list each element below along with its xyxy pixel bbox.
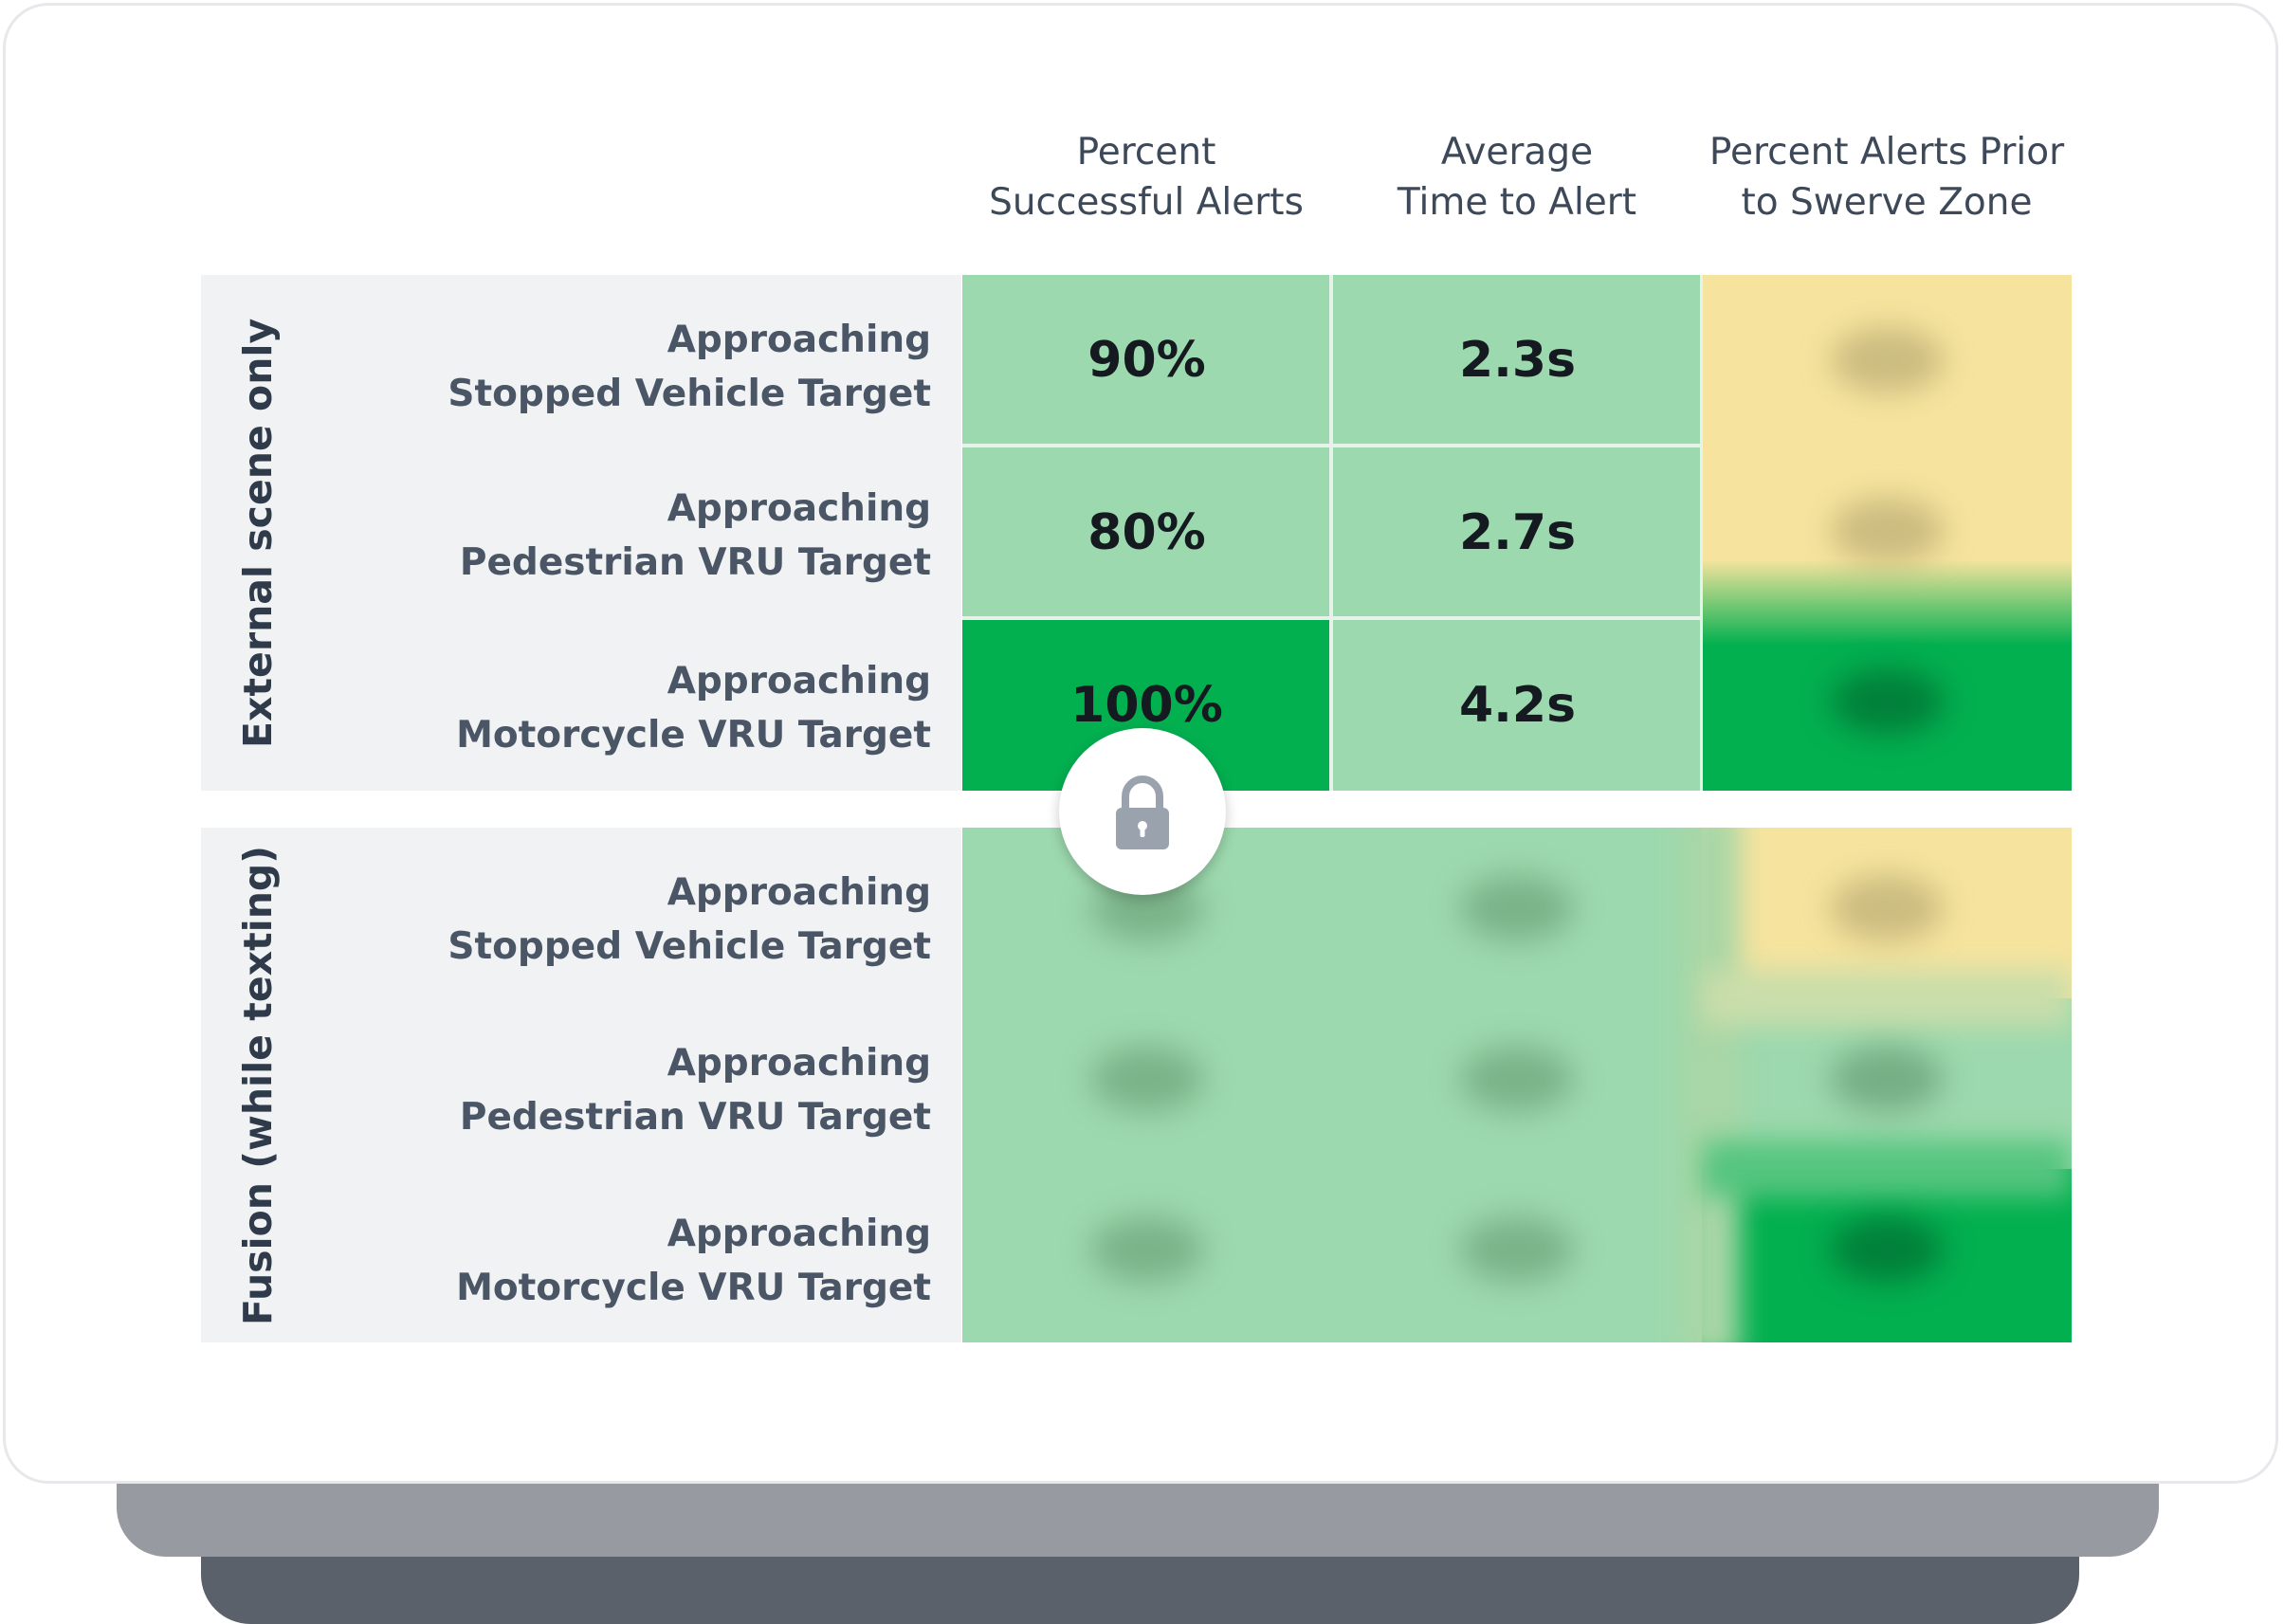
obscured-fusion-results <box>962 828 2072 1342</box>
grid-line <box>962 444 1702 447</box>
cell-percent-successful: 80% <box>962 447 1331 618</box>
row-label: Approaching Stopped Vehicle Target <box>448 871 931 968</box>
blurred-value <box>1830 1216 1944 1283</box>
row-label: Approaching Motorcycle VRU Target <box>456 1213 931 1309</box>
blurred-value <box>1831 498 1945 564</box>
cell-average-time: 4.2s <box>1333 620 1702 791</box>
grid-line <box>962 616 1702 620</box>
blurred-value <box>1460 1046 1574 1112</box>
locked-content-badge[interactable] <box>1059 728 1226 895</box>
row-label: Approaching Pedestrian VRU Target <box>459 1042 931 1139</box>
grid-line <box>1700 275 1704 791</box>
blurred-value <box>1090 1216 1204 1283</box>
blurred-value <box>1090 1046 1204 1112</box>
group-external-scene: External scene only Approaching Stopped … <box>201 275 961 791</box>
row-label: Approaching Stopped Vehicle Target <box>448 319 931 415</box>
blurred-value <box>1460 1216 1574 1283</box>
group-label: Fusion (while texting) <box>235 845 281 1325</box>
blurred-value <box>1831 327 1945 393</box>
grid-line <box>1329 275 1333 791</box>
obscured-swerve-column <box>1703 275 2072 791</box>
column-header-percent-successful: Percent Successful Alerts <box>989 131 1304 224</box>
cell-average-time: 2.7s <box>1333 447 1702 618</box>
cell-average-time: 2.3s <box>1333 275 1702 446</box>
row-label: Approaching Motorcycle VRU Target <box>456 660 931 757</box>
blurred-value <box>1831 668 1945 735</box>
blurred-value <box>1830 875 1944 941</box>
group-fusion-texting: Fusion (while texting) Approaching Stopp… <box>201 828 961 1342</box>
column-header-swerve-zone: Percent Alerts Prior to Swerve Zone <box>1708 131 2065 224</box>
group-label: External scene only <box>235 318 281 748</box>
blurred-value <box>1460 875 1574 941</box>
blurred-value <box>1830 1046 1944 1112</box>
column-header-average-time: Average Time to Alert <box>1397 131 1637 224</box>
lock-icon <box>1116 776 1169 849</box>
cell-percent-successful: 90% <box>962 275 1331 446</box>
row-label: Approaching Pedestrian VRU Target <box>459 487 931 584</box>
